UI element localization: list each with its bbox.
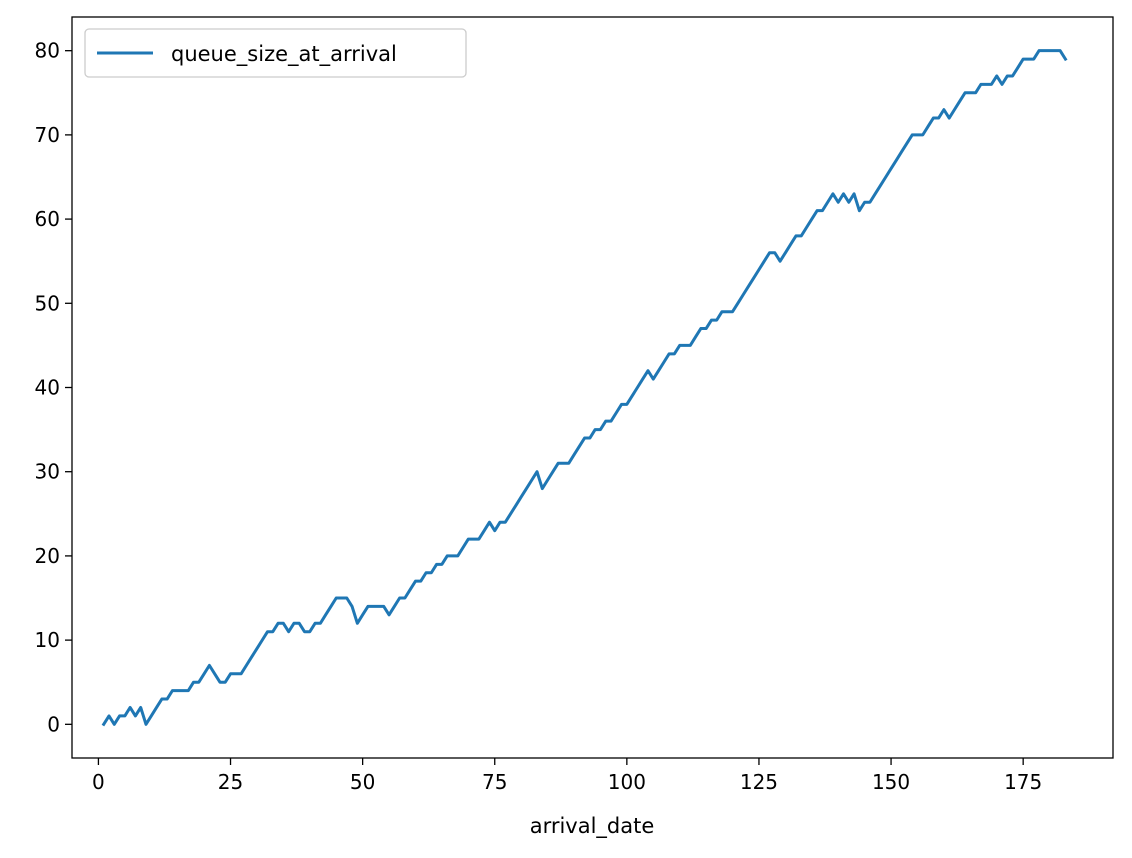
x-tick-label-175: 175 (1004, 770, 1042, 794)
y-tick-label-0: 0 (47, 712, 60, 736)
y-tick-label-70: 70 (35, 123, 60, 147)
y-tick-label-20: 20 (35, 544, 60, 568)
legend: queue_size_at_arrival (84, 28, 467, 78)
y-tick-label-50: 50 (35, 291, 60, 315)
x-tick-label-100: 100 (608, 770, 646, 794)
legend-box (84, 28, 467, 78)
series-line-queue-size-at-arrival (101, 49, 1068, 727)
x-tick-label-0: 0 (92, 770, 105, 794)
y-tick-label-10: 10 (35, 628, 60, 652)
x-tick-label-125: 125 (740, 770, 778, 794)
axis-ticks: 0 25 50 75 100 125 150 175 0 10 20 30 40 50 60 70 80 (35, 39, 1043, 794)
series-group (101, 49, 1068, 727)
y-tick-label-30: 30 (35, 460, 60, 484)
x-axis-label: arrival_date (530, 814, 655, 839)
y-tick-label-80: 80 (35, 39, 60, 63)
y-tick-label-40: 40 (35, 376, 60, 400)
y-tick-label-60: 60 (35, 207, 60, 231)
plot-area-frame (71, 16, 1114, 759)
x-tick-label-25: 25 (218, 770, 243, 794)
x-tick-label-75: 75 (482, 770, 507, 794)
legend-label-queue-size-at-arrival: queue_size_at_arrival (171, 42, 397, 67)
x-tick-label-50: 50 (350, 770, 375, 794)
x-tick-label-150: 150 (872, 770, 910, 794)
